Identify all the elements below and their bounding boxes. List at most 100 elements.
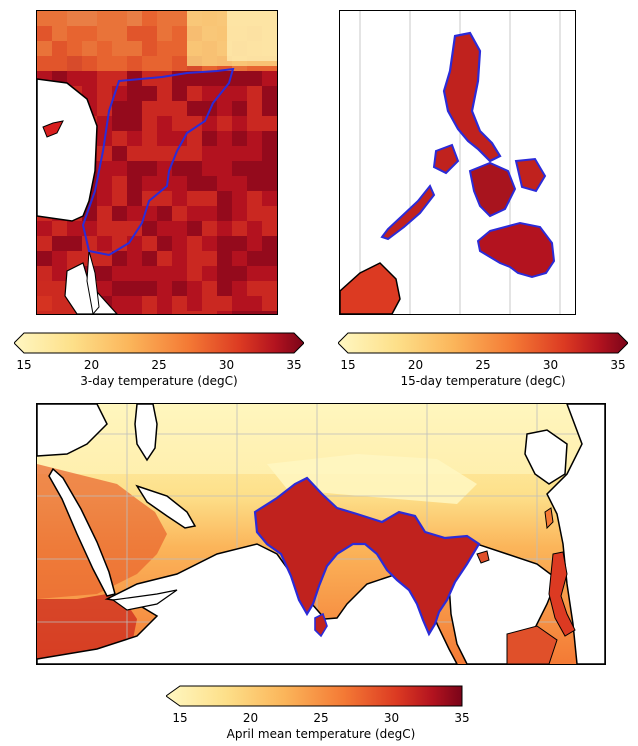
- grid-cell: [127, 281, 142, 296]
- grid-cell: [127, 116, 142, 131]
- grid-cell: [172, 236, 187, 251]
- grid-cell: [52, 236, 67, 251]
- grid-cell: [157, 71, 172, 86]
- persian-gulf: [135, 484, 197, 529]
- grid-cell: [202, 176, 217, 191]
- grid-cell: [172, 131, 187, 146]
- grid-cell: [112, 131, 127, 146]
- colorbar-15-day-tick-25: 25: [475, 358, 491, 372]
- grid-cell: [172, 251, 187, 266]
- grid-cell: [157, 206, 172, 221]
- grid-cell: [187, 116, 202, 131]
- grid-cell: [142, 281, 157, 296]
- grid-cell: [232, 101, 247, 116]
- hainan-island: [476, 550, 490, 564]
- grid-cell: [112, 251, 127, 266]
- colorbar-15-day-tick-20: 20: [407, 358, 424, 372]
- grid-cell: [262, 116, 277, 131]
- grid-cell: [202, 236, 217, 251]
- caspian-sea: [134, 404, 158, 462]
- colorbar-3-day-tick-35: 35: [286, 358, 302, 372]
- grid-cell: [202, 116, 217, 131]
- grid-cell: [97, 116, 112, 131]
- grid-cell: [157, 311, 172, 314]
- grid-cell: [217, 221, 232, 236]
- grid-cell: [157, 131, 172, 146]
- grid-cell: [157, 146, 172, 161]
- grid-cell: [202, 71, 217, 86]
- colorbar-3-day-tick-15: 15: [16, 358, 32, 372]
- grid-cell: [97, 146, 112, 161]
- grid-cell: [187, 131, 202, 146]
- grid-cell: [187, 101, 202, 116]
- philippines-map-panel: [339, 10, 576, 315]
- grid-cell: [172, 161, 187, 176]
- grid-cell: [142, 176, 157, 191]
- levant-map-panel: [36, 10, 278, 315]
- grid-cell: [82, 221, 97, 236]
- grid-cell: [262, 311, 277, 314]
- grid-cell: [172, 266, 187, 281]
- grid-cell: [172, 146, 187, 161]
- colorbar-3-day: 15 20 25 30 35 3-day temperature (degC): [13, 330, 305, 390]
- grid-cell: [112, 281, 127, 296]
- grid-cell: [112, 146, 127, 161]
- grid-cell: [172, 311, 187, 314]
- grid-cell: [187, 86, 202, 101]
- grid-cell: [127, 206, 142, 221]
- grid-cell: [247, 101, 262, 116]
- grid-cell: [217, 296, 232, 311]
- grid-cell: [127, 296, 142, 311]
- colorbar-15-day: 15 20 25 30 35 15-day temperature (degC): [337, 330, 629, 390]
- grid-cell: [247, 311, 262, 314]
- grid-cell: [247, 71, 262, 86]
- colorbar-april-mean-tick-35: 35: [454, 711, 470, 725]
- grid-cell: [247, 146, 262, 161]
- grid-cell: [217, 206, 232, 221]
- grid-cell: [232, 221, 247, 236]
- grid-cell: [142, 266, 157, 281]
- grid-cell: [52, 251, 67, 266]
- borneo-island: [506, 625, 558, 664]
- grid-cell: [127, 161, 142, 176]
- grid-cell: [187, 206, 202, 221]
- borneo-coast: [340, 262, 401, 314]
- grid-cell: [97, 266, 112, 281]
- grid-cell: [232, 251, 247, 266]
- taiwan-island: [544, 507, 554, 530]
- grid-cell: [97, 86, 112, 101]
- grid-cell: [202, 251, 217, 266]
- grid-cell: [232, 86, 247, 101]
- grid-cell: [247, 251, 262, 266]
- grid-cell: [232, 311, 247, 314]
- grid-cell: [202, 221, 217, 236]
- samar-island: [514, 157, 547, 193]
- grid-cell: [202, 266, 217, 281]
- grid-cell: [97, 176, 112, 191]
- gulf-of-aden: [111, 589, 178, 611]
- grid-cell: [112, 221, 127, 236]
- grid-cell: [202, 296, 217, 311]
- grid-cell: [37, 251, 52, 266]
- grid-cell: [247, 236, 262, 251]
- grid-cell: [202, 311, 217, 314]
- grid-cell: [172, 281, 187, 296]
- cyprus-island: [42, 120, 64, 138]
- grid-cell: [172, 176, 187, 191]
- grid-cell: [172, 116, 187, 131]
- colorbar-15-day-tick-30: 30: [542, 358, 559, 372]
- grid-cell: [112, 266, 127, 281]
- grid-cell: [262, 131, 277, 146]
- grid-cell: [262, 161, 277, 176]
- grid-cell: [127, 176, 142, 191]
- grid-cell: [112, 311, 127, 314]
- colorbar-april-mean-tick-25: 25: [313, 711, 329, 725]
- grid-cell: [262, 296, 277, 311]
- grid-cell: [262, 266, 277, 281]
- grid-cell: [202, 206, 217, 221]
- grid-cell: [172, 296, 187, 311]
- red-sea: [48, 467, 116, 597]
- grid-cell: [112, 101, 127, 116]
- colorbar-15-day-label: 15-day temperature (degC): [400, 374, 566, 388]
- grid-cell: [142, 221, 157, 236]
